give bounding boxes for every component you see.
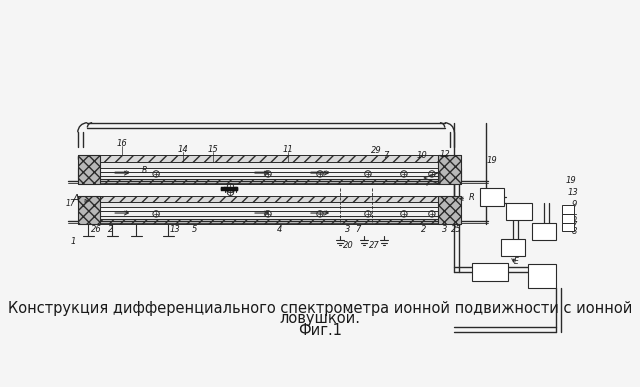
Text: 8: 8 xyxy=(565,222,570,231)
Text: 27: 27 xyxy=(369,241,380,250)
Text: 20: 20 xyxy=(342,241,353,250)
Text: 24: 24 xyxy=(536,272,547,281)
Text: E: E xyxy=(514,257,519,265)
Bar xyxy=(502,239,525,256)
Bar xyxy=(528,264,556,288)
Text: 1: 1 xyxy=(71,236,76,246)
Bar xyxy=(78,162,461,168)
Text: 7: 7 xyxy=(356,225,361,235)
Bar xyxy=(532,223,556,240)
Text: 20: 20 xyxy=(486,193,498,202)
Text: 16: 16 xyxy=(116,139,127,148)
Bar xyxy=(78,155,100,184)
Text: 3: 3 xyxy=(346,225,351,235)
Text: 21: 21 xyxy=(508,243,519,252)
Text: 25: 25 xyxy=(484,268,495,277)
Bar xyxy=(100,171,440,176)
Text: 23: 23 xyxy=(513,207,525,216)
Text: 10: 10 xyxy=(416,151,427,160)
Bar xyxy=(221,188,239,191)
Bar xyxy=(78,202,461,207)
Bar xyxy=(78,179,461,184)
Bar xyxy=(562,205,574,214)
Text: 12: 12 xyxy=(439,150,450,159)
Text: 29: 29 xyxy=(371,146,381,155)
Bar xyxy=(221,187,239,190)
Text: 2: 2 xyxy=(421,225,427,235)
Text: 3: 3 xyxy=(442,225,447,235)
Bar xyxy=(78,219,461,224)
Text: Конструкция дифференциального спектрометра ионной подвижности с ионной: Конструкция дифференциального спектромет… xyxy=(8,301,632,316)
Text: 14: 14 xyxy=(177,146,188,154)
Text: 13: 13 xyxy=(567,188,578,197)
Bar xyxy=(506,203,532,220)
Text: B: B xyxy=(141,166,147,175)
Text: A: A xyxy=(73,194,79,204)
Bar xyxy=(78,196,461,202)
Text: 22: 22 xyxy=(538,227,550,236)
Text: 7: 7 xyxy=(383,151,389,160)
Bar xyxy=(78,173,461,179)
Text: 11: 11 xyxy=(283,146,293,154)
Text: 25: 25 xyxy=(451,225,461,235)
Text: R: R xyxy=(469,194,475,202)
Text: 4: 4 xyxy=(277,225,283,235)
Text: ловушкой.: ловушкой. xyxy=(280,311,360,326)
Bar xyxy=(100,211,440,216)
Text: Фиг.1: Фиг.1 xyxy=(298,323,342,338)
Bar xyxy=(438,155,461,184)
Text: 26: 26 xyxy=(91,225,102,235)
Text: 13: 13 xyxy=(169,225,180,235)
Text: 19: 19 xyxy=(486,156,497,165)
Text: 7: 7 xyxy=(565,213,570,223)
Text: 17: 17 xyxy=(66,199,76,208)
Text: 7: 7 xyxy=(572,221,577,229)
Text: 8: 8 xyxy=(572,227,577,236)
Text: 9: 9 xyxy=(572,200,577,209)
Bar xyxy=(438,196,461,224)
Text: 2: 2 xyxy=(108,225,113,235)
Bar xyxy=(78,155,461,162)
Text: 5: 5 xyxy=(192,225,197,235)
Bar xyxy=(78,213,461,219)
Bar xyxy=(480,188,504,206)
Bar xyxy=(78,196,100,224)
Bar xyxy=(562,223,574,231)
Bar xyxy=(472,264,508,281)
Text: 6: 6 xyxy=(565,205,570,214)
Text: 19: 19 xyxy=(566,176,577,185)
Bar xyxy=(562,214,574,223)
Text: 15: 15 xyxy=(207,146,218,154)
Text: 6: 6 xyxy=(572,214,577,223)
